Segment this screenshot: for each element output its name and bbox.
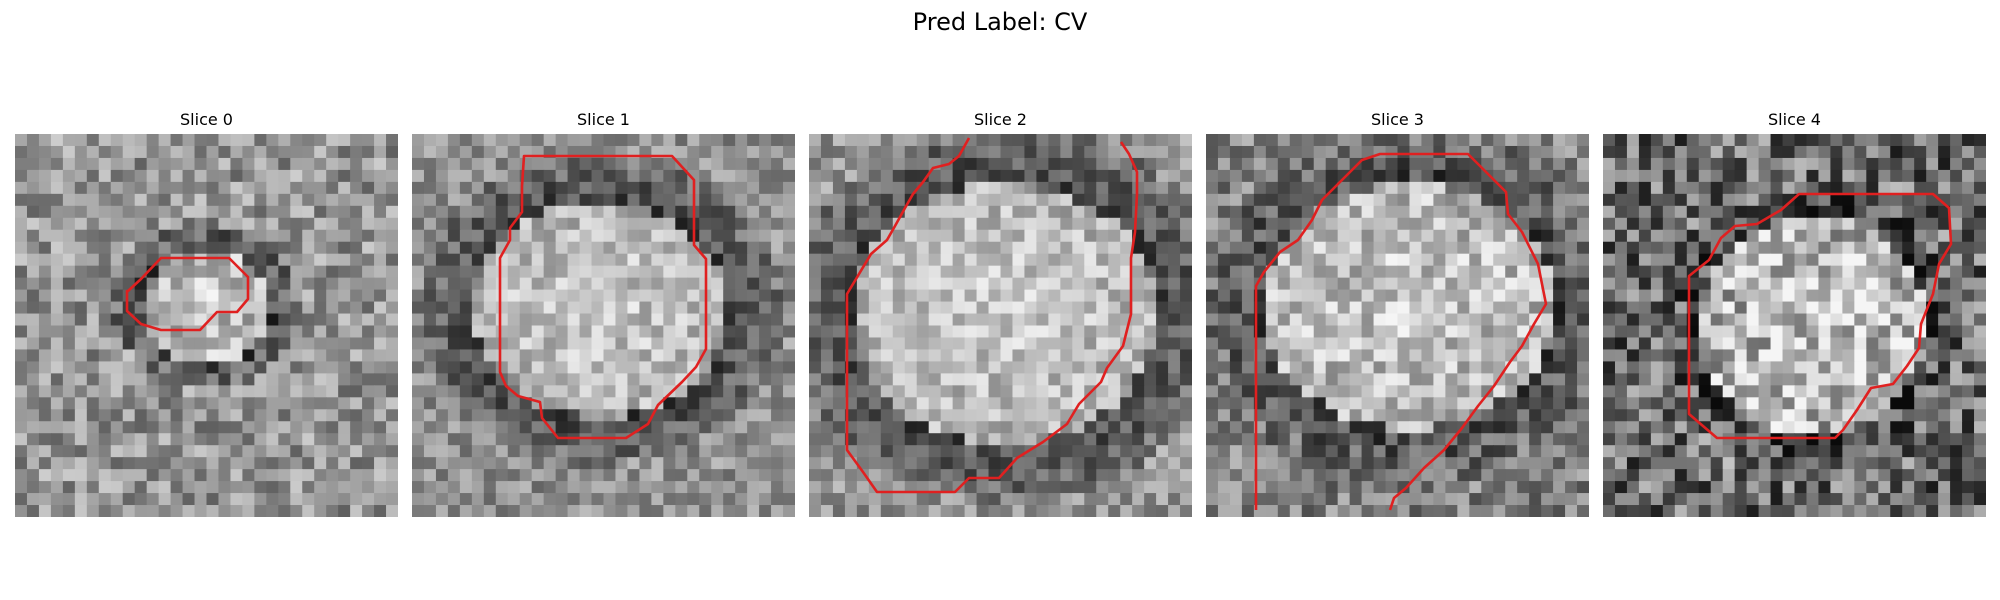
- slice-title-3: Slice 3: [1371, 110, 1424, 129]
- segmentation-contour: [1254, 152, 1548, 511]
- segmentation-contour: [498, 154, 708, 440]
- slice-image-0: [15, 134, 398, 517]
- segmentation-contour: [1687, 192, 1953, 440]
- figure-title: Pred Label: CV: [912, 8, 1088, 36]
- segmentation-contour: [845, 137, 1139, 494]
- slice-title-1: Slice 1: [577, 110, 630, 129]
- slice-panel-3: Slice 3: [1206, 108, 1589, 518]
- slice-panel-4: Slice 4: [1603, 108, 1986, 518]
- slice-image-1: [412, 134, 795, 517]
- pixel-grid: [1206, 134, 1589, 517]
- slice-title-0: Slice 0: [180, 110, 233, 129]
- pixel-grid: [809, 134, 1192, 517]
- pixel-grid: [1603, 134, 1986, 517]
- slice-panel-2: Slice 2: [809, 108, 1192, 518]
- pixel-grid: [15, 134, 398, 517]
- slice-image-2: [809, 134, 1192, 517]
- slice-title-4: Slice 4: [1768, 110, 1821, 129]
- pixel-grid: [412, 134, 795, 517]
- slice-title-2: Slice 2: [974, 110, 1027, 129]
- slice-image-4: [1603, 134, 1986, 517]
- slice-panel-1: Slice 1: [412, 108, 795, 518]
- segmentation-contour: [125, 256, 250, 332]
- slice-panel-0: Slice 0: [15, 108, 398, 518]
- slice-image-3: [1206, 134, 1589, 517]
